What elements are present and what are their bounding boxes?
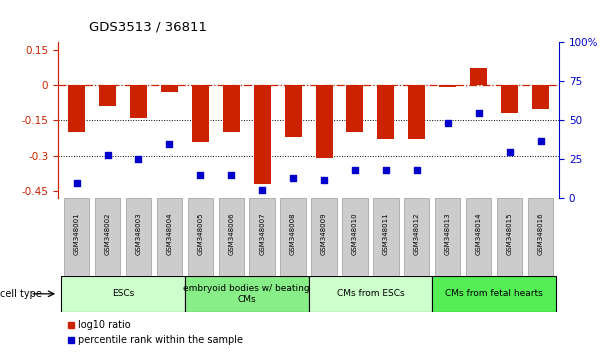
Bar <box>309 276 432 312</box>
Text: cell type: cell type <box>0 289 42 299</box>
Bar <box>408 85 425 139</box>
Point <box>288 175 298 181</box>
Bar <box>470 68 487 85</box>
Bar <box>378 85 394 139</box>
Text: GSM348013: GSM348013 <box>445 212 451 255</box>
Point <box>350 167 360 173</box>
Text: GDS3513 / 36811: GDS3513 / 36811 <box>89 21 207 34</box>
Point <box>412 167 422 173</box>
Point <box>71 180 81 185</box>
Bar <box>532 85 549 109</box>
Bar <box>64 198 89 276</box>
Bar <box>285 85 302 137</box>
Bar <box>61 276 185 312</box>
Bar <box>188 198 213 276</box>
Point <box>164 141 174 147</box>
Text: GSM348002: GSM348002 <box>104 212 111 255</box>
Point <box>536 138 546 143</box>
Text: GSM348009: GSM348009 <box>321 212 327 255</box>
Bar <box>528 198 553 276</box>
Point <box>319 177 329 182</box>
Text: CMs from ESCs: CMs from ESCs <box>337 289 404 298</box>
Bar <box>192 85 209 142</box>
Bar <box>501 85 518 113</box>
Bar <box>466 198 491 276</box>
Bar <box>346 85 364 132</box>
Bar <box>254 85 271 184</box>
Text: GSM348004: GSM348004 <box>166 212 172 255</box>
Text: CMs from fetal hearts: CMs from fetal hearts <box>445 289 543 298</box>
Bar <box>161 85 178 92</box>
Point <box>196 172 205 178</box>
Text: GSM348015: GSM348015 <box>507 212 513 255</box>
Bar <box>432 276 556 312</box>
Bar <box>219 198 244 276</box>
Point <box>474 110 483 115</box>
Bar <box>249 198 275 276</box>
Point <box>257 188 267 193</box>
Text: ESCs: ESCs <box>112 289 134 298</box>
Bar <box>130 85 147 118</box>
Text: GSM348007: GSM348007 <box>259 212 265 255</box>
Point <box>505 149 514 154</box>
Text: GSM348003: GSM348003 <box>136 212 142 255</box>
Legend: log10 ratio, percentile rank within the sample: log10 ratio, percentile rank within the … <box>63 316 247 349</box>
Bar <box>497 198 522 276</box>
Bar <box>156 198 182 276</box>
Text: GSM348006: GSM348006 <box>229 212 234 255</box>
Point <box>103 152 112 158</box>
Bar <box>439 85 456 87</box>
Text: GSM348005: GSM348005 <box>197 212 203 255</box>
Text: GSM348012: GSM348012 <box>414 212 420 255</box>
Bar <box>95 198 120 276</box>
Bar <box>315 85 332 158</box>
Bar <box>99 85 116 106</box>
Bar <box>404 198 430 276</box>
Text: GSM348001: GSM348001 <box>73 212 79 255</box>
Bar <box>185 276 309 312</box>
Text: GSM348011: GSM348011 <box>383 212 389 255</box>
Text: GSM348016: GSM348016 <box>538 212 544 255</box>
Bar <box>435 198 461 276</box>
Point <box>226 172 236 178</box>
Bar <box>68 85 85 132</box>
Text: GSM348014: GSM348014 <box>475 212 481 255</box>
Text: GSM348010: GSM348010 <box>352 212 358 255</box>
Bar <box>373 198 398 276</box>
Bar <box>280 198 306 276</box>
Point <box>443 121 453 126</box>
Bar <box>312 198 337 276</box>
Text: embryoid bodies w/ beating
CMs: embryoid bodies w/ beating CMs <box>183 284 310 303</box>
Point <box>134 156 144 162</box>
Point <box>381 167 391 173</box>
Text: GSM348008: GSM348008 <box>290 212 296 255</box>
Bar <box>126 198 151 276</box>
Bar <box>223 85 240 132</box>
Bar <box>342 198 368 276</box>
